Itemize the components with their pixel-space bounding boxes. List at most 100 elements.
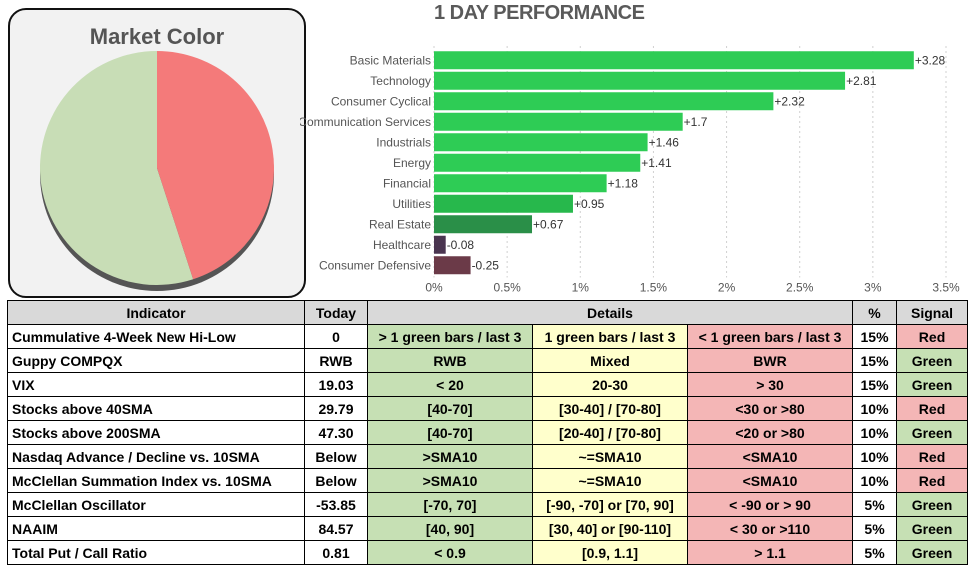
table-row: Total Put / Call Ratio 0.81 < 0.9 [0.9, 1.1… [7, 540, 969, 565]
detail-green: > 1 green bars / last 3 [367, 324, 533, 349]
weight-pct: 15% [852, 348, 898, 373]
performance-bar-chart: 0% 0.5% 1% 1.5% 2% 2.5% 3% 3.5% Basic Materials +… [300, 46, 960, 295]
data-label: -0.08 [447, 238, 475, 252]
table-row: Guppy COMPQX RWB RWB Mixed BWR 15% Green [7, 348, 969, 373]
detail-red: < 1 green bars / last 3 [686, 324, 854, 349]
today-value: 0 [304, 324, 368, 349]
market-color-title: Market Color [89, 24, 225, 49]
bar [434, 256, 471, 275]
indicator-name: McClellan Oscillator [7, 492, 305, 517]
detail-red: <SMA10 [686, 444, 854, 469]
bar [434, 153, 641, 172]
weight-pct: 10% [852, 468, 898, 493]
detail-green: >SMA10 [367, 444, 533, 469]
data-label: +1.18 [608, 176, 639, 190]
category-label: Healthcare [373, 238, 431, 252]
x-tick-label: 0.5% [493, 281, 521, 295]
detail-yellow: ~=SMA10 [532, 444, 688, 469]
table-row: Stocks above 200SMA 47.30 [40-70] [20-40] /… [7, 420, 969, 445]
x-tick-label: 1% [572, 281, 590, 295]
detail-red: > 1.1 [686, 540, 854, 565]
weight-pct: 10% [852, 420, 898, 445]
signal-cell: Red [896, 396, 969, 421]
bar [434, 174, 607, 193]
bar [434, 51, 914, 70]
data-label: +1.41 [641, 156, 672, 170]
detail-green: [40-70] [367, 396, 533, 421]
weight-pct: 5% [852, 540, 898, 565]
signal-cell: Green [896, 492, 969, 517]
category-label: Basic Materials [350, 53, 431, 67]
bar [434, 92, 774, 111]
category-label: Industrials [376, 135, 431, 149]
market-color-pie [39, 51, 274, 291]
signal-cell: Red [896, 324, 969, 349]
bar [434, 194, 573, 213]
x-tick-label: 3.5% [932, 281, 960, 295]
detail-green: [40, 90] [367, 516, 533, 541]
category-label: Consumer Defensive [319, 258, 431, 272]
detail-red: <SMA10 [686, 468, 854, 493]
data-label: +2.81 [846, 74, 877, 88]
indicator-name: Stocks above 200SMA [7, 420, 305, 445]
table-row: VIX 19.03 < 20 20-30 > 30 15% Green [7, 372, 969, 397]
indicator-table: Indicator Today Details % Signal Cummula… [7, 300, 969, 565]
x-tick-label: 1.5% [640, 281, 668, 295]
indicator-name: Cummulative 4-Week New Hi-Low [7, 324, 305, 349]
bar [434, 71, 846, 90]
weight-pct: 15% [852, 372, 898, 397]
detail-red: <30 or >80 [686, 396, 854, 421]
pie-slice-red [157, 51, 274, 280]
today-value: 47.30 [304, 420, 368, 445]
category-label: Financial [383, 176, 431, 190]
chart-title: 1 DAY PERFORMANCE [434, 2, 645, 24]
market-color-panel: Market Color [8, 8, 306, 298]
detail-red: < 30 or >110 [686, 516, 854, 541]
table-row: McClellan Summation Index vs. 10SMA Below… [7, 468, 969, 493]
detail-green: RWB [367, 348, 533, 373]
indicator-name: NAAIM [7, 516, 305, 541]
detail-yellow: [20-40] / [70-80] [532, 420, 688, 445]
data-label: +0.67 [533, 217, 564, 231]
today-value: 0.81 [304, 540, 368, 565]
today-value: RWB [304, 348, 368, 373]
indicator-name: Total Put / Call Ratio [7, 540, 305, 565]
bar [434, 133, 648, 152]
today-value: -53.85 [304, 492, 368, 517]
detail-red: <20 or >80 [686, 420, 854, 445]
data-label: +0.95 [574, 197, 605, 211]
category-label: Technology [370, 74, 431, 88]
detail-yellow: 1 green bars / last 3 [532, 324, 688, 349]
data-label: +1.46 [649, 135, 680, 149]
table-row: Stocks above 40SMA 29.79 [40-70] [30-40] / … [7, 396, 969, 421]
weight-pct: 10% [852, 444, 898, 469]
detail-yellow: Mixed [532, 348, 688, 373]
weight-pct: 5% [852, 516, 898, 541]
detail-yellow: [30-40] / [70-80] [532, 396, 688, 421]
today-value: 84.57 [304, 516, 368, 541]
table-row: NAAIM 84.57 [40, 90] [30, 40] or [90-110] < … [7, 516, 969, 541]
detail-green: < 0.9 [367, 540, 533, 565]
table-row: Cummulative 4-Week New Hi-Low 0 > 1 green … [7, 324, 969, 349]
data-label: +2.32 [774, 94, 805, 108]
today-value: Below [304, 444, 368, 469]
detail-red: BWR [686, 348, 854, 373]
today-value: Below [304, 468, 368, 493]
detail-red: > 30 [686, 372, 854, 397]
signal-cell: Green [896, 348, 969, 373]
weight-pct: 5% [852, 492, 898, 517]
category-label: Utilities [392, 197, 431, 211]
today-value: 29.79 [304, 396, 368, 421]
signal-cell: Green [896, 372, 969, 397]
indicator-name: McClellan Summation Index vs. 10SMA [7, 468, 305, 493]
signal-cell: Green [896, 420, 969, 445]
signal-cell: Red [896, 444, 969, 469]
detail-green: >SMA10 [367, 468, 533, 493]
detail-yellow: ~=SMA10 [532, 468, 688, 493]
signal-cell: Green [896, 540, 969, 565]
detail-yellow: [30, 40] or [90-110] [532, 516, 688, 541]
header-indicator: Indicator [7, 300, 305, 325]
x-tick-label: 3% [864, 281, 882, 295]
pie-slice-green [39, 51, 194, 285]
x-tick-label: 0% [425, 281, 443, 295]
